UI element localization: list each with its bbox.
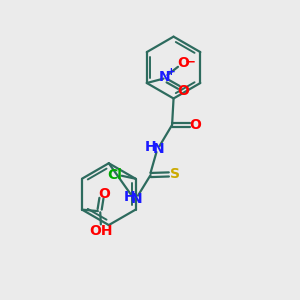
Text: H: H: [145, 140, 156, 154]
Text: N: N: [152, 142, 164, 155]
Text: O: O: [177, 56, 189, 70]
Text: +: +: [167, 67, 175, 77]
Text: N: N: [131, 192, 142, 206]
Text: OH: OH: [90, 224, 113, 238]
Text: O: O: [177, 84, 189, 98]
Text: Cl: Cl: [107, 168, 122, 182]
Text: O: O: [190, 118, 202, 132]
Text: H: H: [123, 190, 135, 204]
Text: S: S: [170, 167, 180, 181]
Text: O: O: [98, 187, 110, 201]
Text: −: −: [184, 56, 195, 69]
Text: N: N: [159, 70, 171, 84]
